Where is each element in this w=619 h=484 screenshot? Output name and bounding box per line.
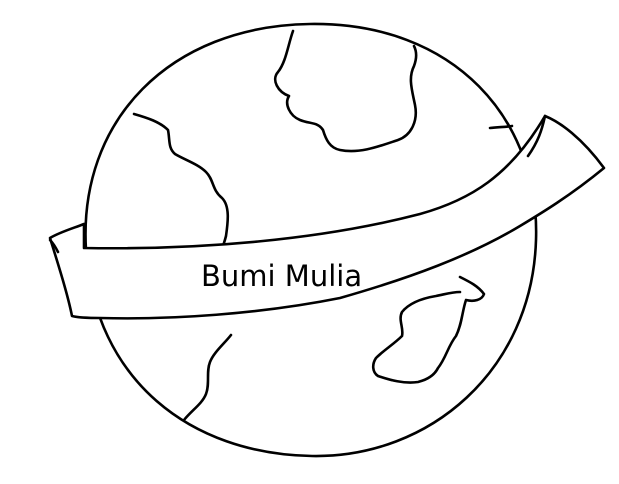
- continent-bottom-right: [371, 275, 486, 384]
- globe-outline: [84, 22, 538, 458]
- continent-top: [273, 29, 418, 153]
- globe-edge-mark: [488, 124, 514, 130]
- banner-fold-left: [48, 238, 60, 254]
- banner-ribbon: [48, 114, 606, 320]
- continent-bottom-left: [182, 333, 233, 422]
- continent-left: [132, 112, 230, 252]
- banner-fold-right: [526, 114, 547, 158]
- banner-text: Bumi Mulia: [201, 259, 362, 293]
